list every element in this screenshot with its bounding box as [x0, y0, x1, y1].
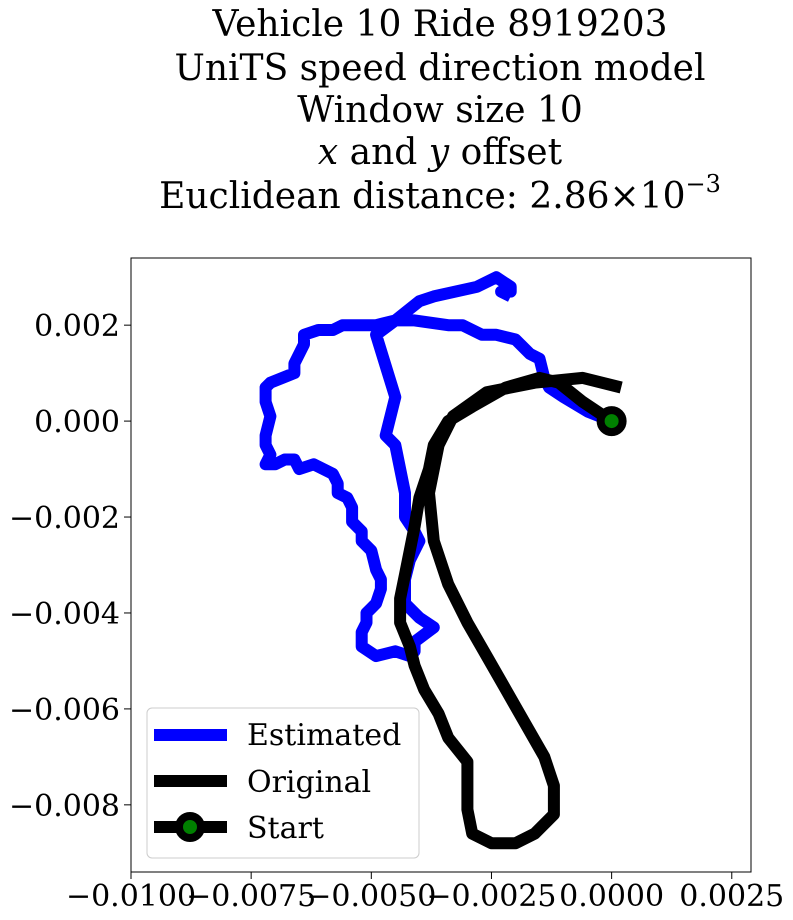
series-line-original [394, 371, 623, 850]
y-tick-label: −0.002 [9, 501, 120, 536]
chart-title: Vehicle 10 Ride 8919203 UniTS speed dire… [159, 4, 721, 217]
y-tick-label: −0.004 [9, 597, 120, 632]
title-distance-exponent: −3 [686, 170, 721, 198]
axis-ticks: −0.0100−0.0075−0.0050−0.0025 0.0000 0.0025… [9, 309, 784, 914]
y-tick-label: 0.002 [34, 309, 120, 344]
legend-box [146, 707, 420, 859]
y-tick-label: 0.000 [34, 405, 120, 440]
title-line-1: Vehicle 10 Ride 8919203 [211, 4, 667, 45]
legend-start-marker [175, 812, 205, 842]
x-tick-label: −0.0100 [66, 879, 196, 914]
x-tick-label: 0.0000 [559, 879, 664, 914]
title-line-3: Window size 10 [297, 90, 583, 131]
x-tick-label: −0.0050 [306, 879, 436, 914]
x-tick-label: −0.0025 [426, 879, 556, 914]
title-distance-times: × [610, 176, 640, 217]
title-line-2: UniTS speed direction model [175, 48, 706, 89]
y-tick-label: −0.006 [9, 693, 120, 728]
series-line-estimated [259, 271, 614, 663]
x-tick-label: 0.0025 [679, 879, 784, 914]
title-line-4: x and y offset [318, 132, 563, 173]
y-tick-label: −0.008 [9, 789, 120, 824]
legend-start-label: Start [247, 811, 324, 846]
start-marker [596, 406, 627, 437]
x-tick-label: −0.0075 [186, 879, 316, 914]
legend: Estimated Original Start [146, 707, 420, 859]
title-distance-mantissa: 2.86 [529, 176, 609, 217]
title-offset-and: and [338, 132, 429, 173]
plot-area [259, 271, 627, 850]
plot-frame [130, 257, 752, 873]
legend-original-label: Original [247, 765, 371, 800]
legend-estimated-label: Estimated [247, 718, 401, 753]
title-offset-y: y [427, 132, 450, 173]
title-line-5: Euclidean distance: 2.86×10−3 [159, 170, 721, 217]
title-distance-prefix: Euclidean distance: [159, 176, 529, 217]
title-offset-x: x [318, 132, 338, 173]
title-distance-base: 10 [640, 176, 686, 217]
title-offset-suffix: offset [449, 132, 562, 173]
